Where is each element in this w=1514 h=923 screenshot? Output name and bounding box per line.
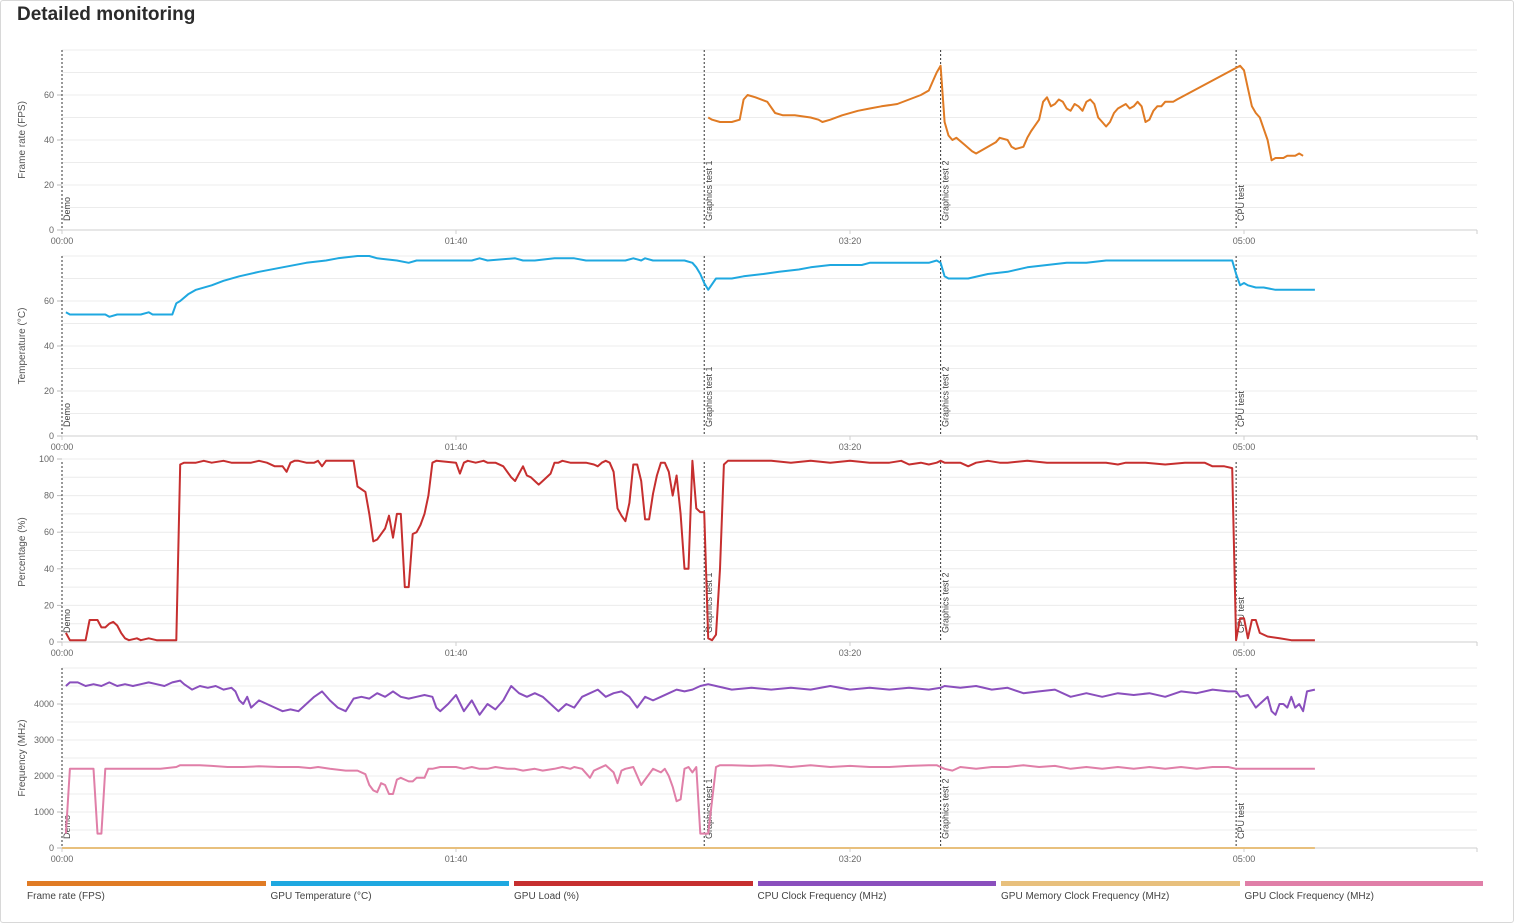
y-tick-label: 20: [44, 600, 54, 610]
y-tick-label: 60: [44, 90, 54, 100]
legend-swatch: [514, 881, 753, 886]
legend-item[interactable]: GPU Temperature (°C): [270, 881, 509, 911]
y-tick-label: 20: [44, 386, 54, 396]
x-tick-label: 01:40: [445, 236, 468, 246]
x-tick-label: 01:40: [445, 648, 468, 658]
chart-panel-3: 00:00 01:40 03:20 05:00 0 1000 2000 3000 4000 Fre…: [17, 667, 1478, 864]
legend-item[interactable]: GPU Load (%): [514, 881, 753, 911]
x-tick-label: 00:00: [51, 648, 74, 658]
y-axis-label: Temperature (°C): [17, 308, 28, 385]
test-marker-label: Graphics test 1: [704, 778, 714, 839]
legend-item[interactable]: GPU Clock Frequency (MHz): [1244, 881, 1483, 911]
test-marker-label: CPU test: [1236, 596, 1246, 633]
x-tick-label: 03:20: [839, 854, 862, 864]
x-tick-label: 01:40: [445, 854, 468, 864]
page-title: Detailed monitoring: [17, 4, 196, 25]
test-marker-label: CPU test: [1236, 184, 1246, 221]
legend-item[interactable]: CPU Clock Frequency (MHz): [757, 881, 996, 911]
test-marker-label: Demo: [62, 197, 72, 221]
x-tick-label: 00:00: [51, 442, 74, 452]
y-tick-label: 0: [49, 431, 54, 441]
y-tick-label: 0: [49, 843, 54, 853]
y-tick-label: 80: [44, 491, 54, 501]
series-line: [707, 64, 1304, 162]
x-tick-label: 03:20: [839, 236, 862, 246]
legend-item[interactable]: GPU Memory Clock Frequency (MHz): [1001, 881, 1240, 911]
legend-label: GPU Load (%): [514, 891, 580, 902]
y-tick-label: 0: [49, 225, 54, 235]
legend-swatch: [1001, 881, 1240, 886]
legend-swatch: [757, 881, 996, 886]
series-line: [64, 764, 1315, 835]
test-marker-label: CPU test: [1236, 390, 1246, 427]
x-tick-label: 05:00: [1233, 854, 1256, 864]
test-marker-label: CPU test: [1236, 802, 1246, 839]
y-axis-label: Percentage (%): [17, 517, 28, 586]
y-tick-label: 3000: [34, 735, 54, 745]
series-line: [65, 679, 1316, 716]
x-tick-label: 03:20: [839, 648, 862, 658]
y-axis-label: Frequency (MHz): [17, 719, 28, 796]
legend-label: GPU Clock Frequency (MHz): [1244, 891, 1374, 902]
series-line: [65, 459, 1315, 642]
test-marker-label: Demo: [62, 609, 72, 633]
x-tick-label: 01:40: [445, 442, 468, 452]
x-tick-label: 05:00: [1233, 648, 1256, 658]
test-marker-label: Graphics test 2: [941, 572, 951, 633]
legend-label: Frame rate (FPS): [27, 891, 105, 902]
legend-label: GPU Memory Clock Frequency (MHz): [1001, 891, 1170, 902]
y-tick-label: 100: [39, 454, 54, 464]
x-tick-label: 03:20: [839, 442, 862, 452]
test-marker-label: Graphics test 1: [704, 160, 714, 221]
test-marker-label: Graphics test 2: [941, 778, 951, 839]
test-marker-label: Graphics test 2: [941, 160, 951, 221]
x-tick-label: 00:00: [51, 236, 74, 246]
y-tick-label: 60: [44, 296, 54, 306]
test-marker-label: Graphics test 2: [941, 366, 951, 427]
chart-panel-2: 00:00 01:40 03:20 05:00 0 20 40 60 80 100 Percenta…: [17, 454, 1478, 658]
chart-panel-1: 00:00 01:40 03:20 05:00 0 20 40 60 Temperature (…: [17, 255, 1478, 452]
legend-label: CPU Clock Frequency (MHz): [757, 891, 887, 902]
y-tick-label: 0: [49, 637, 54, 647]
test-marker-label: Graphics test 1: [704, 366, 714, 427]
x-tick-label: 05:00: [1233, 236, 1256, 246]
series-line: [65, 255, 1315, 318]
legend-swatch: [270, 881, 509, 886]
test-marker-label: Demo: [62, 403, 72, 427]
chart-panel-0: 00:00 01:40 03:20 05:00 0 20 40 60 Frame rate (F…: [17, 49, 1478, 246]
y-tick-label: 40: [44, 341, 54, 351]
y-tick-label: 60: [44, 527, 54, 537]
legend-label: GPU Temperature (°C): [270, 891, 372, 902]
y-tick-label: 40: [44, 135, 54, 145]
y-tick-label: 20: [44, 180, 54, 190]
y-tick-label: 4000: [34, 699, 54, 709]
legend-swatch: [27, 881, 266, 886]
legend-swatch: [1244, 881, 1483, 886]
y-tick-label: 1000: [34, 807, 54, 817]
x-tick-label: 00:00: [51, 854, 74, 864]
x-tick-label: 05:00: [1233, 442, 1256, 452]
y-tick-label: 40: [44, 564, 54, 574]
legend: Frame rate (FPS) GPU Temperature (°C) GPU …: [27, 881, 1487, 911]
y-tick-label: 2000: [34, 771, 54, 781]
monitoring-charts: 00:00 01:40 03:20 05:00 0 20 40 60 Frame rate (F…: [17, 49, 1478, 864]
y-axis-label: Frame rate (FPS): [17, 101, 28, 179]
test-marker-label: Graphics test 1: [704, 572, 714, 633]
legend-item[interactable]: Frame rate (FPS): [27, 881, 266, 911]
